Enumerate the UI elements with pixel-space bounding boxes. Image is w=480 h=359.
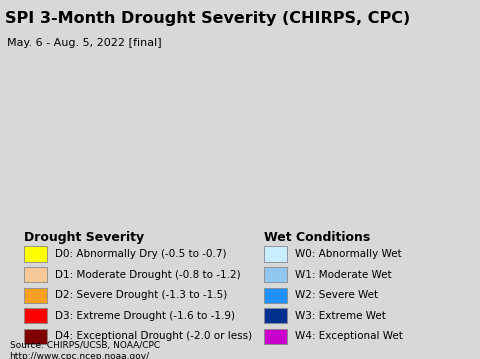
Bar	[264, 308, 287, 323]
Text: W0: Abnormally Wet: W0: Abnormally Wet	[295, 249, 402, 259]
Bar	[24, 308, 47, 323]
Text: W3: Extreme Wet: W3: Extreme Wet	[295, 311, 386, 321]
Bar	[24, 267, 47, 282]
Text: W1: Moderate Wet: W1: Moderate Wet	[295, 270, 392, 280]
Bar	[264, 288, 287, 303]
Text: D1: Moderate Drought (-0.8 to -1.2): D1: Moderate Drought (-0.8 to -1.2)	[55, 270, 241, 280]
Bar	[264, 246, 287, 262]
Text: D0: Abnormally Dry (-0.5 to -0.7): D0: Abnormally Dry (-0.5 to -0.7)	[55, 249, 227, 259]
Text: Source: CHIRPS/UCSB, NOAA/CPC: Source: CHIRPS/UCSB, NOAA/CPC	[10, 341, 160, 350]
Text: W2: Severe Wet: W2: Severe Wet	[295, 290, 378, 300]
Text: SPI 3-Month Drought Severity (CHIRPS, CPC): SPI 3-Month Drought Severity (CHIRPS, CP…	[5, 11, 410, 26]
Text: D4: Exceptional Drought (-2.0 or less): D4: Exceptional Drought (-2.0 or less)	[55, 331, 252, 341]
Text: Drought Severity: Drought Severity	[24, 232, 144, 244]
Text: Wet Conditions: Wet Conditions	[264, 232, 370, 244]
Bar	[24, 288, 47, 303]
Text: http://www.cpc.ncep.noaa.gov/: http://www.cpc.ncep.noaa.gov/	[10, 352, 150, 359]
Text: W4: Exceptional Wet: W4: Exceptional Wet	[295, 331, 403, 341]
Bar	[264, 329, 287, 344]
Bar	[24, 246, 47, 262]
Bar	[264, 267, 287, 282]
Text: May. 6 - Aug. 5, 2022 [final]: May. 6 - Aug. 5, 2022 [final]	[7, 38, 162, 48]
Bar	[24, 329, 47, 344]
Text: D2: Severe Drought (-1.3 to -1.5): D2: Severe Drought (-1.3 to -1.5)	[55, 290, 228, 300]
Text: D3: Extreme Drought (-1.6 to -1.9): D3: Extreme Drought (-1.6 to -1.9)	[55, 311, 235, 321]
